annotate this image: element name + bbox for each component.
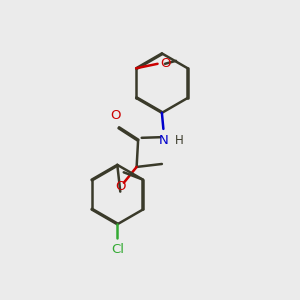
Text: Cl: Cl [111,243,124,256]
Text: O: O [115,180,125,193]
Text: H: H [175,134,183,147]
Text: N: N [158,134,168,147]
Text: O: O [160,57,170,70]
Text: O: O [110,110,121,122]
